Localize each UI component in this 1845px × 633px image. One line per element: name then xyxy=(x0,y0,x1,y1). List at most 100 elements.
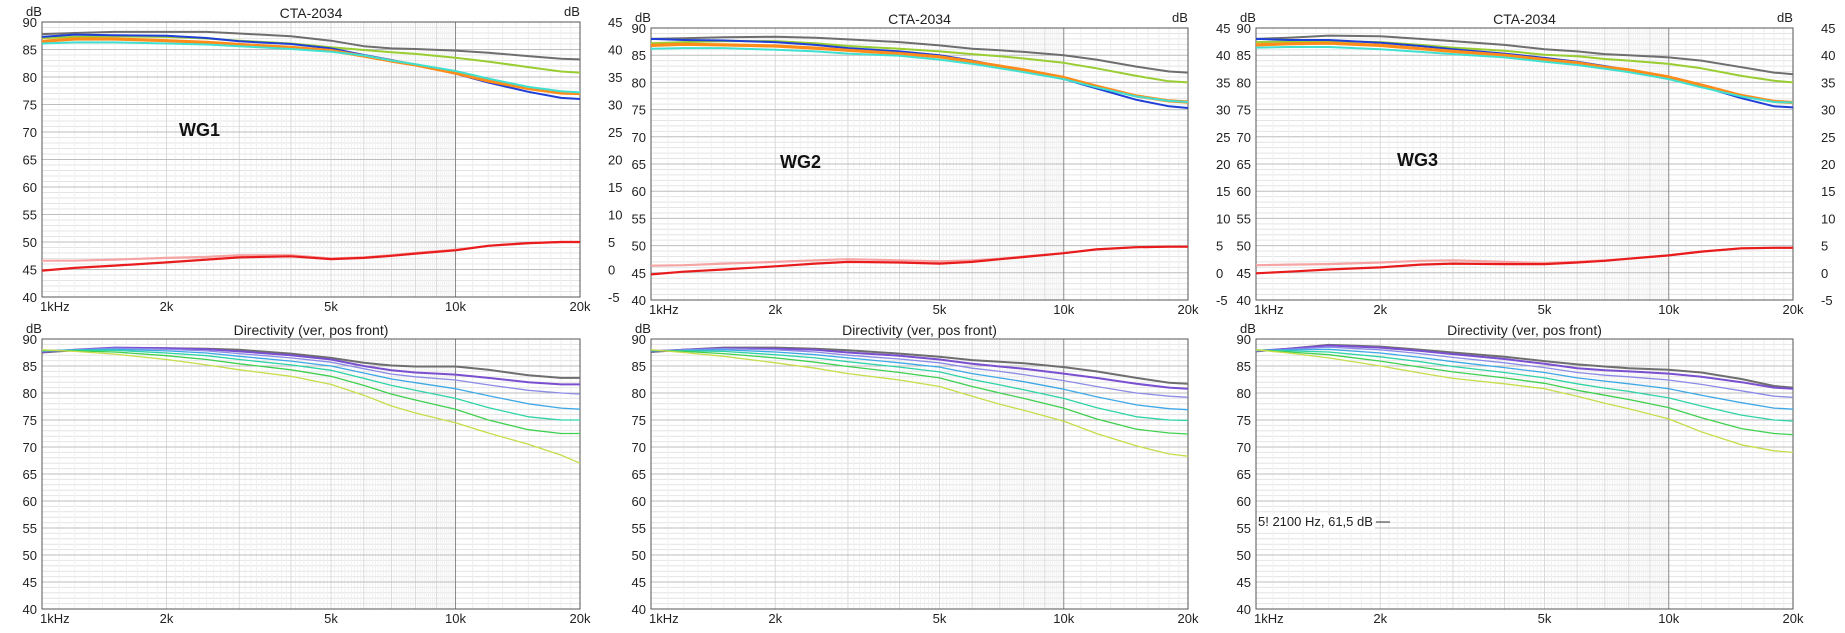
series-line-7 xyxy=(1256,349,1793,454)
y-tick-label: 40 xyxy=(23,290,37,305)
y-tick-label: 75 xyxy=(1237,413,1251,428)
y-tick-label: 70 xyxy=(632,130,646,145)
series-line-5 xyxy=(651,350,1188,422)
y2-tick-label: 25 xyxy=(608,125,622,140)
y-tick-label: 60 xyxy=(1237,184,1251,199)
y-tick-label: 65 xyxy=(1237,467,1251,482)
y-axis-label: dB xyxy=(635,10,651,25)
y2-tick-label: 20 xyxy=(1821,157,1835,172)
y2-tick-label: 5 xyxy=(1216,239,1223,254)
x-tick-label: 1kHz xyxy=(649,302,679,317)
y-tick-label: 75 xyxy=(23,98,37,113)
y2-tick-label: 15 xyxy=(1216,184,1230,199)
y-tick-label: 45 xyxy=(632,266,646,281)
y2-tick-label: 35 xyxy=(1216,75,1230,90)
y-tick-label: 55 xyxy=(632,521,646,536)
y2-tick-label: -5 xyxy=(608,290,620,305)
series-line-5 xyxy=(651,47,1188,103)
y-tick-label: 50 xyxy=(23,548,37,563)
series-line-4 xyxy=(1256,348,1793,410)
x-tick-label: 1kHz xyxy=(649,611,679,626)
series-line-2 xyxy=(42,35,580,74)
y-tick-label: 50 xyxy=(1237,239,1251,254)
y2-tick-label: 40 xyxy=(1216,48,1230,63)
y-tick-label: 40 xyxy=(1237,293,1251,308)
x-tick-label: 5k xyxy=(933,611,947,626)
y-tick-label: 50 xyxy=(632,548,646,563)
y2-axis-label: dB xyxy=(564,4,580,19)
x-tick-label: 10k xyxy=(1053,302,1074,317)
y-tick-label: 60 xyxy=(632,184,646,199)
y-tick-label: 40 xyxy=(632,602,646,617)
y-tick-label: 90 xyxy=(1237,21,1251,36)
y2-tick-label: 30 xyxy=(1216,103,1230,118)
x-tick-label: 2k xyxy=(160,611,174,626)
y-tick-label: 60 xyxy=(632,494,646,509)
y-tick-label: 45 xyxy=(23,263,37,278)
y-tick-label: 75 xyxy=(632,103,646,118)
series-line-3 xyxy=(42,33,580,100)
chart-title: CTA-2034 xyxy=(280,5,343,21)
y2-tick-label: -5 xyxy=(1821,293,1833,308)
y-tick-label: 55 xyxy=(23,208,37,223)
y-tick-label: 40 xyxy=(23,602,37,617)
x-tick-label: 10k xyxy=(1053,611,1074,626)
y2-tick-label: 5 xyxy=(1821,239,1828,254)
y2-tick-label: 0 xyxy=(1821,266,1828,281)
series-line-7 xyxy=(42,240,580,272)
y-tick-label: 60 xyxy=(23,180,37,195)
x-tick-label: 2k xyxy=(768,611,782,626)
y2-tick-label: -5 xyxy=(1216,293,1228,308)
x-tick-label: 20k xyxy=(570,611,591,626)
y-axis-label: dB xyxy=(26,4,42,19)
y-axis-label: dB xyxy=(635,321,651,336)
y-tick-label: 85 xyxy=(1237,48,1251,63)
y-tick-label: 65 xyxy=(632,157,646,172)
y-tick-label: 55 xyxy=(1237,521,1251,536)
y-tick-label: 55 xyxy=(1237,211,1251,226)
x-tick-label: 20k xyxy=(1178,302,1199,317)
series-line-2 xyxy=(42,346,580,386)
series-line-2 xyxy=(651,347,1188,390)
y2-tick-label: 45 xyxy=(1216,21,1230,36)
x-tick-label: 1kHz xyxy=(40,611,70,626)
y-tick-label: 75 xyxy=(1237,103,1251,118)
y-tick-label: 50 xyxy=(23,235,37,250)
x-tick-label: 2k xyxy=(1373,611,1387,626)
x-tick-label: 10k xyxy=(1658,302,1679,317)
series-line-1 xyxy=(651,35,1188,74)
series-line-3 xyxy=(1256,346,1793,398)
series-line-1 xyxy=(1256,34,1793,76)
series-line-6 xyxy=(651,349,1188,435)
y-tick-label: 80 xyxy=(1237,386,1251,401)
x-tick-label: 5k xyxy=(1538,611,1552,626)
y-tick-label: 90 xyxy=(632,21,646,36)
y-tick-label: 50 xyxy=(632,239,646,254)
x-tick-label: 1kHz xyxy=(1254,302,1284,317)
chart-title: CTA-2034 xyxy=(888,11,951,27)
y2-tick-label: 30 xyxy=(608,98,622,113)
y-tick-label: 70 xyxy=(23,440,37,455)
x-tick-label: 1kHz xyxy=(1254,611,1284,626)
plot-frame xyxy=(1255,338,1794,610)
series-line-3 xyxy=(42,347,580,395)
series-line-1 xyxy=(42,30,580,61)
x-tick-label: 5k xyxy=(933,302,947,317)
series-line-7 xyxy=(1256,246,1793,275)
waveguide-label: WG1 xyxy=(179,120,220,140)
y-tick-label: 90 xyxy=(23,332,37,347)
series-line-5 xyxy=(1256,349,1793,422)
y-tick-label: 70 xyxy=(1237,440,1251,455)
y2-tick-label: 5 xyxy=(608,235,615,250)
y2-tick-label: 35 xyxy=(1821,75,1835,90)
plot-frame xyxy=(41,21,581,298)
y2-tick-label: 40 xyxy=(608,43,622,58)
y2-tick-label: 20 xyxy=(1216,157,1230,172)
series-line-7 xyxy=(651,349,1188,457)
x-tick-label: 10k xyxy=(1658,611,1679,626)
y-tick-label: 75 xyxy=(632,413,646,428)
y-tick-label: 85 xyxy=(1237,359,1251,374)
